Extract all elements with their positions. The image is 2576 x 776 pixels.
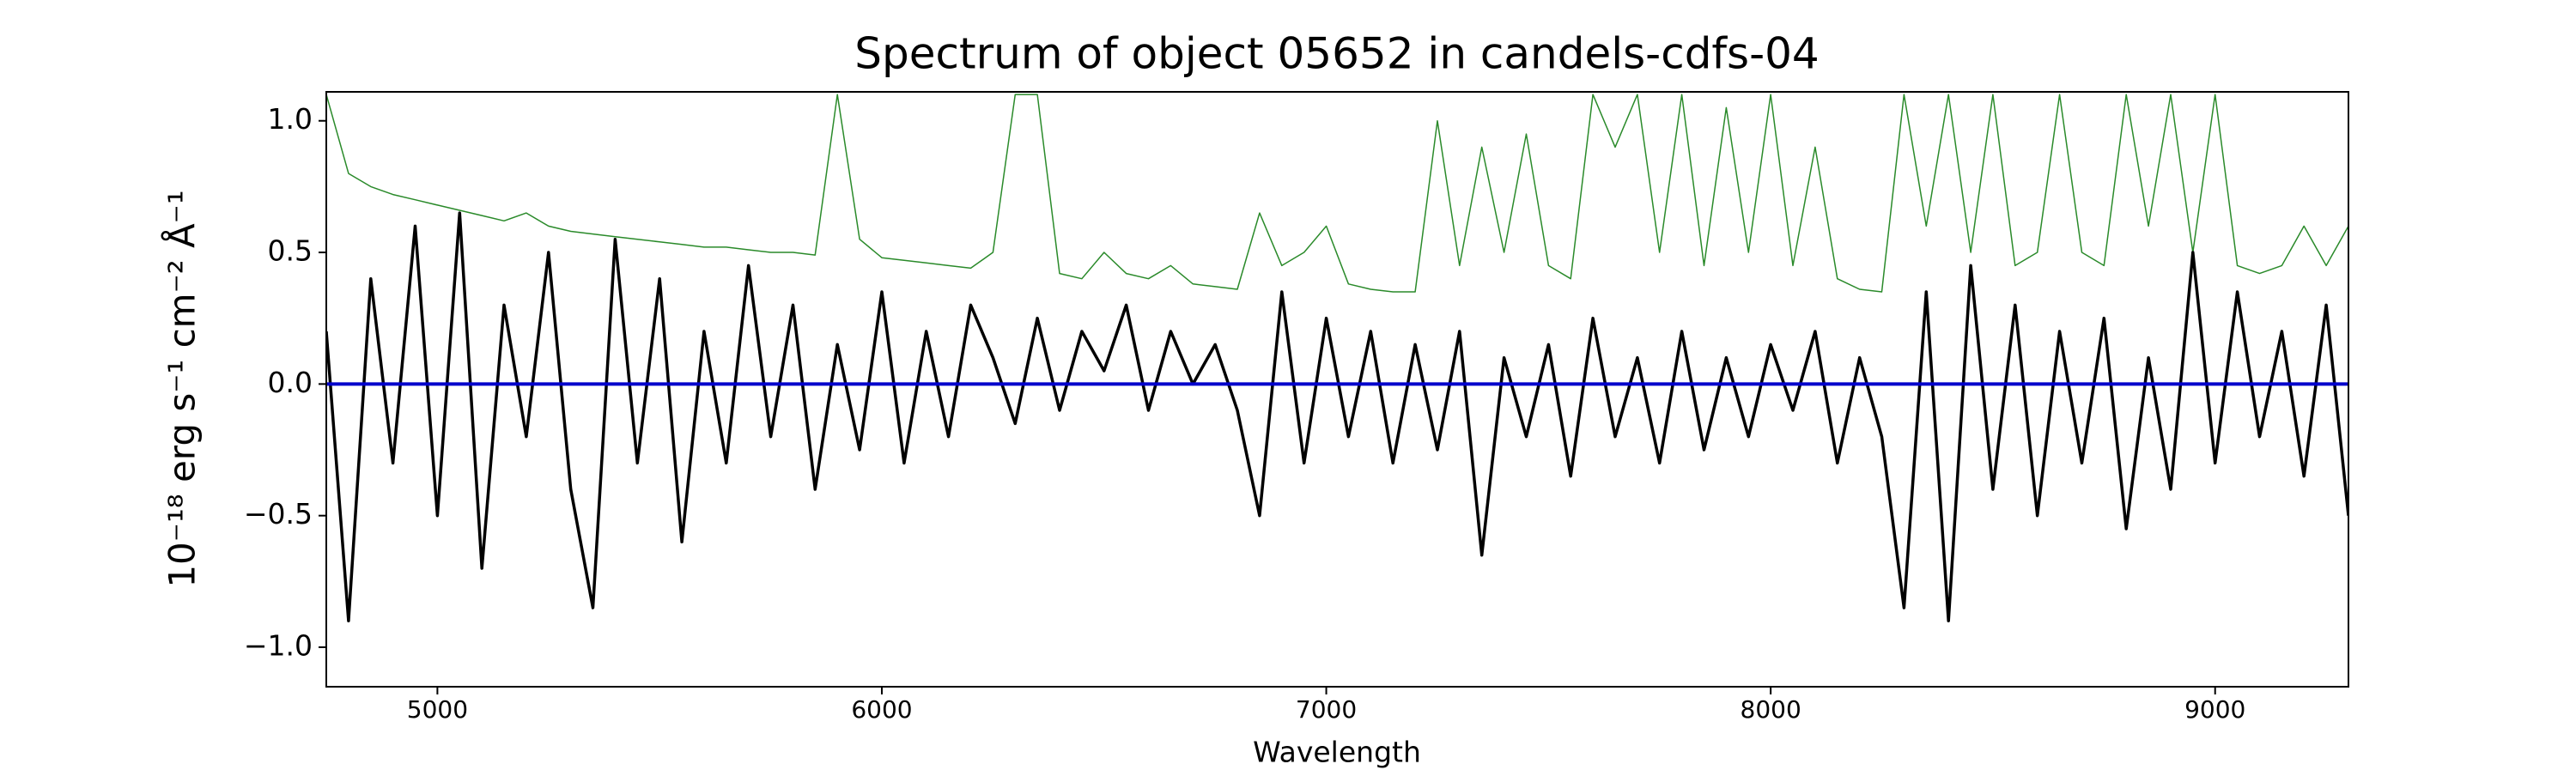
x-tick-label: 8000 xyxy=(1741,695,1801,724)
y-tick-label: 0.0 xyxy=(268,366,313,399)
y-tick-label: −0.5 xyxy=(244,497,313,530)
spectrum-line xyxy=(326,94,2348,293)
y-tick-label: 0.5 xyxy=(268,234,313,268)
axes-frame xyxy=(325,91,2349,688)
x-tick-label: 5000 xyxy=(407,695,468,724)
x-tick-label: 7000 xyxy=(1296,695,1357,724)
x-tick-label: 9000 xyxy=(2184,695,2245,724)
spectrum-line xyxy=(326,211,2348,623)
plot-area xyxy=(326,94,2348,623)
y-tick-label: −1.0 xyxy=(244,629,313,663)
chart-title: Spectrum of object 05652 in candels-cdfs… xyxy=(854,29,1820,79)
x-tick-label: 6000 xyxy=(851,695,912,724)
y-tick-label: 1.0 xyxy=(268,102,313,136)
x-axis-label: Wavelength xyxy=(1253,736,1421,769)
y-axis-label: 10⁻¹⁸ erg s⁻¹ cm⁻² Å⁻¹ xyxy=(161,190,204,587)
